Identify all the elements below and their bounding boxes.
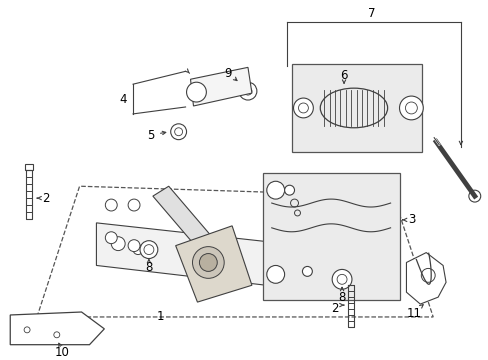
Circle shape [170, 124, 186, 140]
Polygon shape [10, 312, 104, 345]
Polygon shape [175, 226, 251, 302]
Circle shape [284, 185, 294, 195]
Circle shape [133, 245, 142, 255]
Text: 7: 7 [367, 7, 375, 21]
Text: 10: 10 [54, 346, 69, 359]
Circle shape [331, 269, 351, 289]
Bar [262, 173, 399, 300]
Circle shape [128, 240, 140, 252]
Circle shape [378, 273, 388, 282]
Text: 2: 2 [42, 192, 50, 204]
Circle shape [239, 82, 256, 100]
FancyBboxPatch shape [346, 279, 354, 285]
Circle shape [293, 98, 313, 118]
FancyBboxPatch shape [25, 165, 33, 170]
Circle shape [192, 247, 224, 278]
Circle shape [302, 266, 312, 276]
Text: 1: 1 [157, 310, 164, 324]
Text: 9: 9 [224, 67, 231, 80]
Circle shape [105, 199, 117, 211]
Text: 8: 8 [145, 261, 152, 274]
Circle shape [140, 241, 158, 258]
Text: 3: 3 [407, 213, 414, 226]
Polygon shape [406, 253, 445, 304]
Circle shape [362, 265, 378, 280]
Circle shape [266, 181, 284, 199]
Circle shape [266, 265, 284, 283]
Circle shape [128, 199, 140, 211]
Circle shape [105, 232, 117, 244]
Text: 5: 5 [147, 129, 154, 142]
Circle shape [399, 96, 423, 120]
Polygon shape [190, 67, 251, 106]
Circle shape [468, 190, 480, 202]
Polygon shape [153, 186, 215, 251]
Text: 2: 2 [331, 302, 338, 315]
Polygon shape [96, 223, 393, 300]
Circle shape [111, 237, 125, 251]
Text: 4: 4 [119, 93, 127, 105]
Circle shape [199, 253, 217, 271]
Text: 11: 11 [406, 307, 421, 320]
Bar [291, 64, 422, 152]
Text: 6: 6 [340, 69, 347, 82]
Text: 8: 8 [338, 291, 345, 303]
Circle shape [186, 82, 206, 102]
